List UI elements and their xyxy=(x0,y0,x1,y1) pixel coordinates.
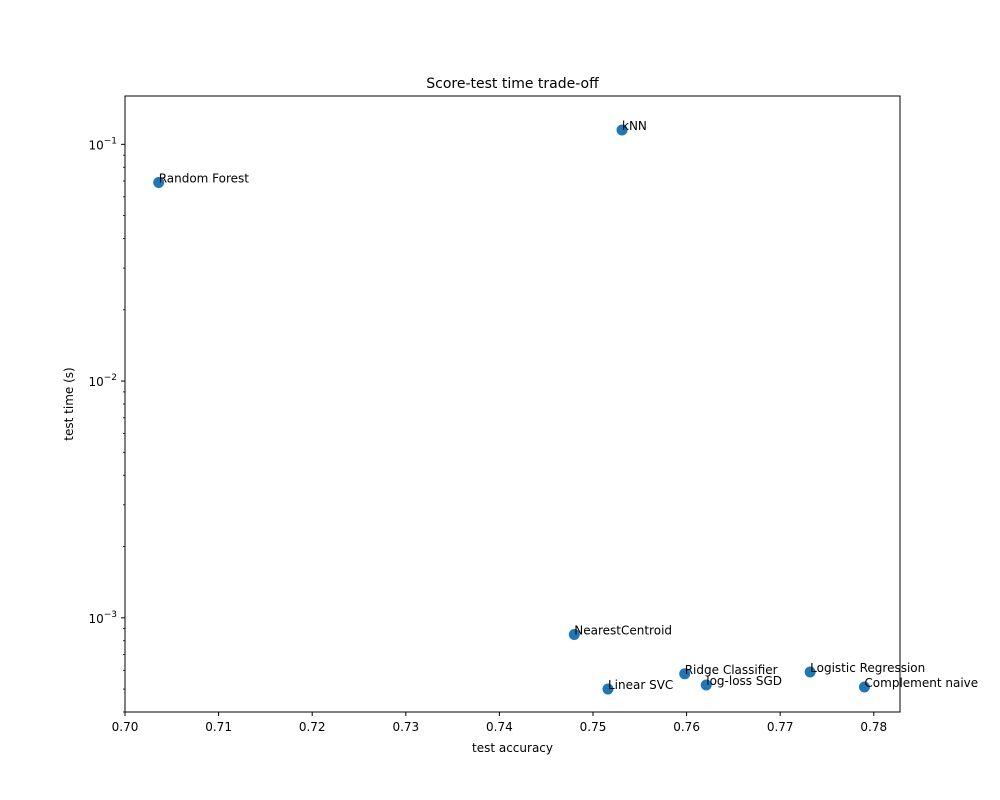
x-tick-label: 0.76 xyxy=(673,720,700,734)
y-axis-title: test time (s) xyxy=(62,367,76,440)
data-point xyxy=(679,668,691,680)
data-point xyxy=(804,666,816,678)
y-axis-ticks: 10−3 10−2 10−1 xyxy=(88,136,125,626)
point-label: log-loss SGD xyxy=(706,674,782,688)
point-label: Complement naive xyxy=(864,676,978,690)
x-tick-label: 0.73 xyxy=(392,720,419,734)
point-label: NearestCentroid xyxy=(574,624,672,638)
x-tick-label: 0.70 xyxy=(112,720,139,734)
x-tick-label: 0.71 xyxy=(205,720,232,734)
point-label: Ridge Classifier xyxy=(685,663,778,677)
data-point xyxy=(616,124,628,136)
chart-markers xyxy=(153,124,870,695)
data-point xyxy=(858,681,870,693)
data-point xyxy=(700,679,712,691)
point-label: Logistic Regression xyxy=(810,661,925,675)
x-tick-label: 0.78 xyxy=(860,720,887,734)
x-tick-label: 0.75 xyxy=(580,720,607,734)
x-tick-label: 0.74 xyxy=(486,720,513,734)
plot-frame xyxy=(124,95,901,713)
x-tick-label: 0.77 xyxy=(767,720,794,734)
x-axis-ticks: 0.70 0.71 0.72 0.73 0.74 0.75 0.76 0.77 0.78 xyxy=(112,712,887,734)
y-tick-label: 10−1 xyxy=(88,136,117,152)
x-axis-title: test accuracy xyxy=(472,741,553,755)
point-label: kNN xyxy=(622,119,647,133)
point-labels: Random Forest kNN NearestCentroid Ridge Cla… xyxy=(159,119,978,692)
chart-title: Score-test time trade-off xyxy=(426,76,599,92)
data-point xyxy=(568,629,580,641)
y-tick-label: 10−2 xyxy=(88,373,117,389)
x-tick-label: 0.72 xyxy=(299,720,326,734)
point-label: Random Forest xyxy=(159,171,250,185)
point-label: Linear SVC xyxy=(608,678,673,692)
data-point xyxy=(153,176,165,188)
data-point xyxy=(602,683,614,695)
y-tick-label: 10−3 xyxy=(88,610,117,626)
